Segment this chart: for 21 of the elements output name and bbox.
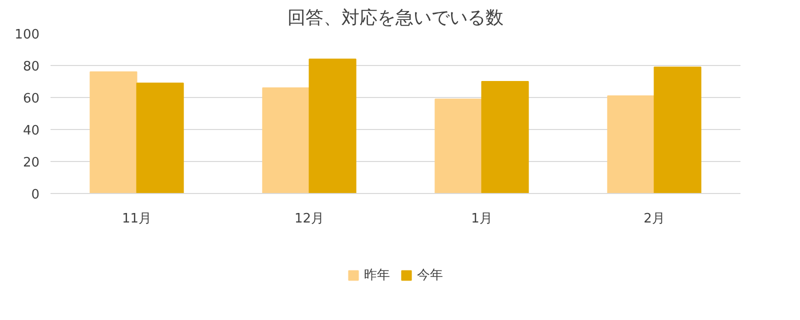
bar bbox=[308, 58, 356, 194]
bar bbox=[136, 82, 184, 194]
y-tick-label: 100 bbox=[14, 28, 40, 42]
bar bbox=[481, 81, 529, 194]
x-tick-label: 2月 bbox=[644, 212, 665, 226]
chart-title: 回答、対応を急いでいる数 bbox=[288, 8, 504, 28]
y-tick-label: 40 bbox=[22, 124, 40, 138]
y-tick-label: 20 bbox=[22, 156, 40, 170]
y-tick-label: 0 bbox=[31, 188, 40, 202]
y-tick-label: 80 bbox=[22, 60, 40, 74]
legend-label: 今年 bbox=[417, 266, 443, 284]
bar bbox=[262, 87, 310, 194]
bar bbox=[434, 98, 482, 194]
x-tick-label: 11月 bbox=[122, 212, 152, 226]
y-tick-label: 60 bbox=[22, 92, 40, 106]
x-tick-label: 12月 bbox=[294, 212, 324, 226]
legend-label: 昨年 bbox=[364, 266, 390, 284]
bar bbox=[654, 66, 702, 194]
bar bbox=[607, 95, 655, 194]
x-tick-label: 1月 bbox=[471, 212, 492, 226]
bar bbox=[90, 71, 138, 194]
